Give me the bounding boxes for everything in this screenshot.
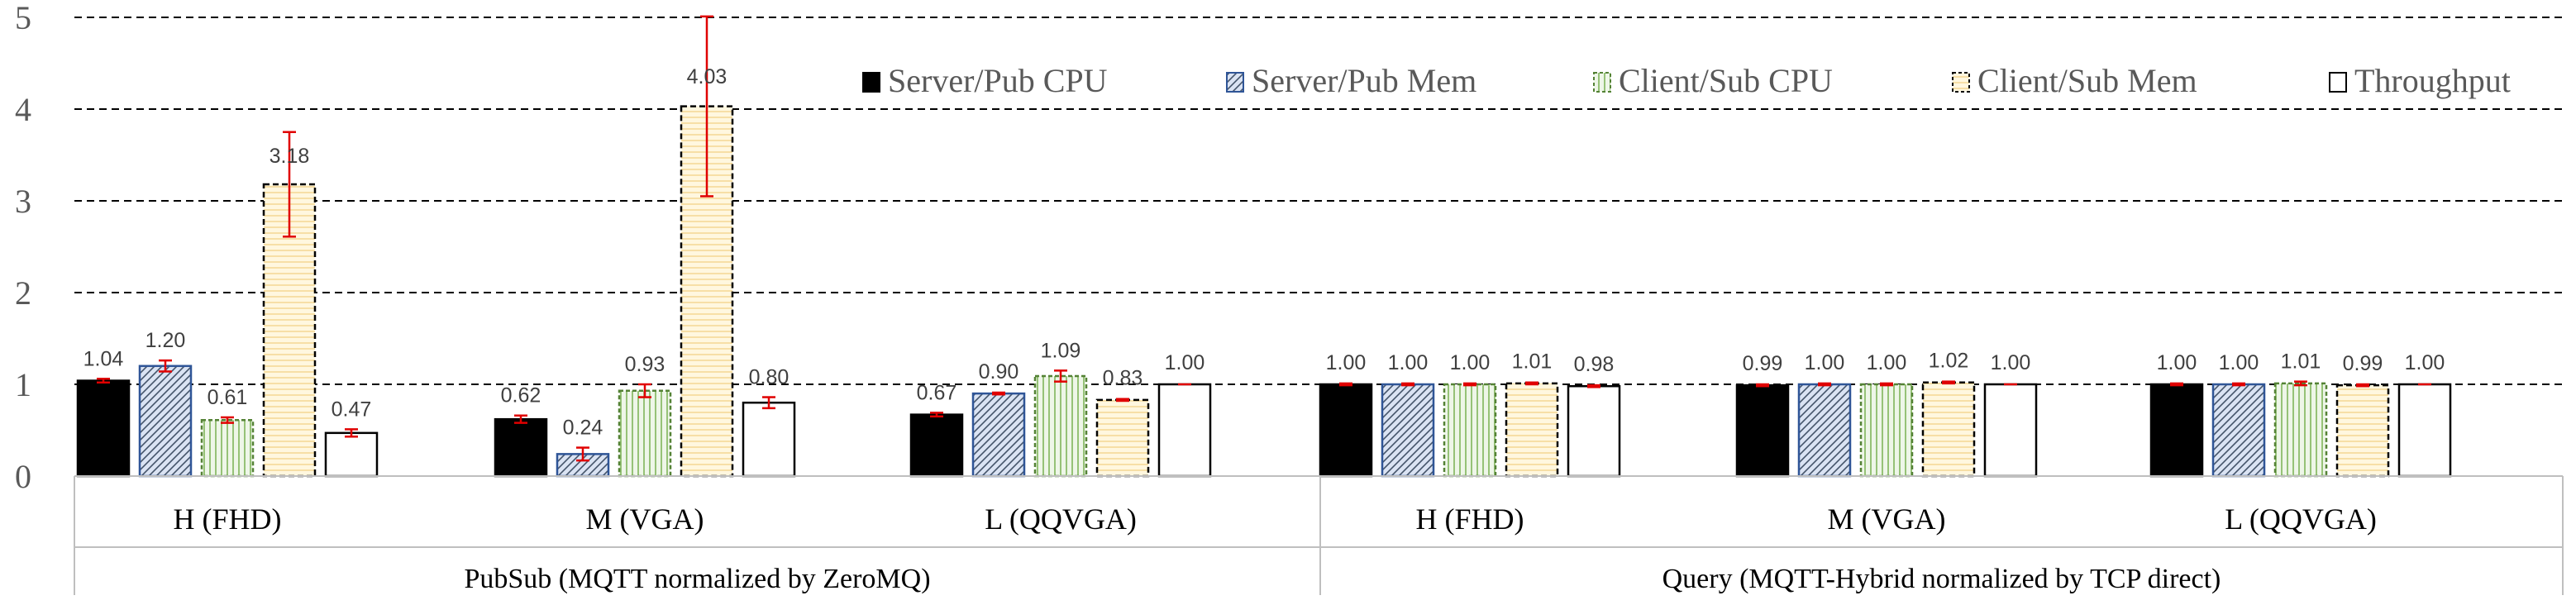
- bar: [1505, 382, 1559, 478]
- data-label: 1.00: [2157, 351, 2197, 374]
- data-label: 1.02: [1929, 350, 1969, 373]
- data-label: 1.00: [1805, 351, 1845, 374]
- data-label: 1.01: [2281, 350, 2321, 374]
- gridlines: [74, 17, 2563, 385]
- bar: [1859, 383, 1914, 478]
- data-label: 0.47: [332, 398, 372, 421]
- data-label: 1.09: [1041, 339, 1081, 362]
- bar: [1567, 384, 1621, 478]
- bar: [618, 389, 672, 478]
- bar: [1797, 383, 1852, 478]
- bar: [1319, 383, 1373, 478]
- bar: [971, 392, 1026, 478]
- legend-swatch: [862, 72, 880, 93]
- y-tick-label: 2: [15, 274, 31, 312]
- data-label: 1.00: [1450, 351, 1491, 374]
- group-label: PubSub (MQTT normalized by ZeroMQ): [464, 564, 930, 594]
- bar: [76, 379, 131, 478]
- bar: [2335, 383, 2390, 478]
- bar: [324, 431, 379, 478]
- bar: [200, 419, 255, 478]
- data-label: 3.18: [270, 145, 310, 168]
- data-label: 1.00: [2219, 351, 2259, 374]
- category-label: M (VGA): [1828, 503, 1946, 536]
- data-label: 0.62: [501, 384, 541, 407]
- bar: [2149, 383, 2204, 478]
- bar: [138, 364, 193, 478]
- bar: [1157, 383, 1212, 478]
- data-label: 0.99: [2343, 352, 2383, 375]
- legend-swatch: [1226, 72, 1244, 93]
- data-label: 0.93: [625, 353, 665, 376]
- y-tick-label: 0: [15, 458, 31, 495]
- data-label: 1.00: [1867, 351, 1907, 374]
- bar: [909, 413, 964, 478]
- category-label: H (FHD): [1416, 503, 1524, 536]
- category-label: H (FHD): [174, 503, 282, 536]
- data-label: 1.00: [1388, 351, 1429, 374]
- data-label: 0.98: [1574, 353, 1615, 376]
- bar: [2273, 382, 2328, 478]
- bar: [1033, 374, 1088, 478]
- data-label: 1.00: [1165, 351, 1205, 374]
- data-label: 1.00: [1326, 351, 1367, 374]
- data-label: 1.20: [145, 329, 186, 352]
- axes: 0 1 2 3 4 5 H (FHD) M (VGA) L (QQVGA) PubSub (MQT…: [15, 0, 2564, 595]
- bar: [2211, 383, 2266, 478]
- data-label: 0.61: [208, 386, 248, 409]
- bar: [2397, 383, 2452, 478]
- data-label: 0.90: [979, 360, 1019, 383]
- data-label: 1.00: [1991, 351, 2031, 374]
- legend-swatch: [1952, 72, 1970, 93]
- bar: [1381, 383, 1435, 478]
- category-label: L (QQVGA): [2225, 503, 2377, 536]
- data-labels: 1.04 0.62 0.67 1.00 0.99 1.00 1.20 0.24 0.90 1.00…: [83, 65, 2445, 440]
- bar: [1735, 383, 1790, 478]
- data-label: 4.03: [687, 65, 727, 88]
- data-label: 1.04: [83, 347, 124, 370]
- category-label: L (QQVGA): [985, 503, 1137, 536]
- legend-label: Throughput: [2354, 62, 2511, 99]
- legend-label: Server/Pub Mem: [1252, 62, 1476, 99]
- data-label: 0.99: [1743, 352, 1783, 375]
- data-label: 1.01: [1512, 350, 1553, 374]
- legend-swatch: [1593, 72, 1611, 93]
- bar: [1983, 383, 2038, 478]
- legend-swatch: [2329, 72, 2347, 93]
- y-tick-label: 3: [15, 183, 31, 220]
- y-tick-label: 1: [15, 366, 31, 403]
- bar: [1921, 381, 1976, 478]
- group-label: Query (MQTT-Hybrid normalized by TCP dir…: [1662, 564, 2221, 594]
- data-label: 0.24: [563, 417, 603, 440]
- bar: [1443, 383, 1497, 478]
- data-label: 0.83: [1103, 367, 1143, 390]
- bar: [742, 401, 796, 478]
- data-label: 1.00: [2405, 351, 2445, 374]
- data-label: 0.67: [917, 381, 957, 404]
- legend: Server/Pub CPU Server/Pub Mem Client/Sub C…: [862, 62, 2511, 99]
- data-label: 0.80: [749, 366, 789, 389]
- y-tick-label: 5: [15, 0, 31, 36]
- bar: [1095, 398, 1150, 478]
- category-label: M (VGA): [586, 503, 704, 536]
- y-tick-label: 4: [15, 91, 31, 128]
- legend-label: Client/Sub Mem: [1977, 62, 2197, 99]
- legend-label: Server/Pub CPU: [888, 62, 1108, 99]
- legend-label: Client/Sub CPU: [1619, 62, 1833, 99]
- bar: [494, 417, 548, 478]
